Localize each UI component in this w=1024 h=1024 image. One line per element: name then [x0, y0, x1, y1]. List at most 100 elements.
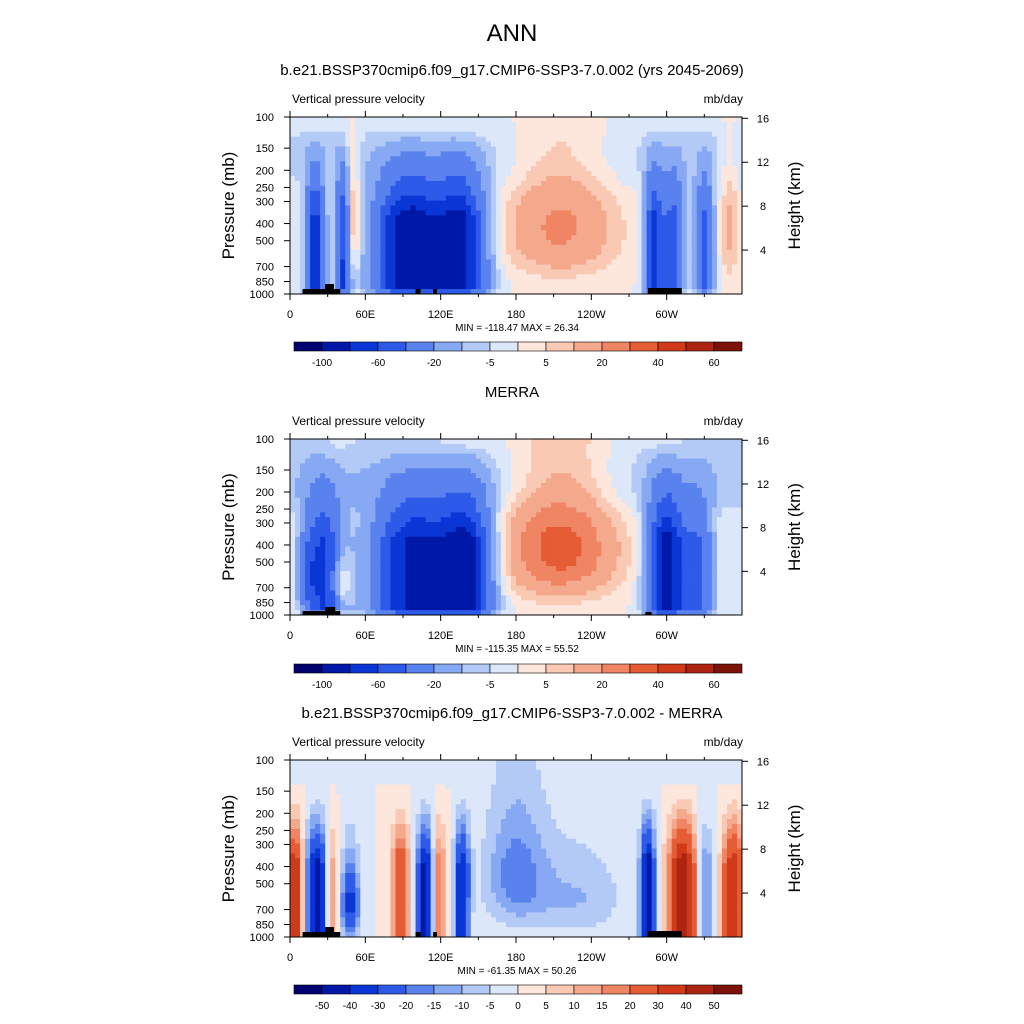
heatmap-cell: [290, 161, 296, 167]
heatmap-cell: [300, 487, 306, 494]
heatmap-cell: [350, 522, 356, 528]
heatmap-cell: [611, 453, 617, 459]
heatmap-cell: [380, 487, 386, 494]
heatmap-cell: [390, 473, 396, 479]
heatmap-cell: [465, 195, 472, 201]
heatmap-cell: [350, 171, 356, 177]
heatmap-cell: [495, 146, 502, 152]
heatmap-cell: [701, 473, 708, 479]
heatmap-cell: [606, 166, 612, 172]
heatmap-cell: [435, 171, 442, 177]
heatmap-cell: [425, 443, 432, 450]
heatmap-cell: [455, 225, 462, 231]
heatmap-cell: [425, 473, 432, 479]
heatmap-cell: [706, 264, 713, 270]
heatmap-cell: [646, 473, 652, 479]
heatmap-cell: [295, 527, 301, 533]
heatmap-cell: [606, 117, 612, 123]
heatmap-cell: [420, 468, 426, 474]
heatmap-cell: [400, 146, 406, 152]
heatmap-cell: [586, 205, 592, 211]
heatmap-cell: [691, 507, 698, 513]
heatmap-cell: [731, 190, 738, 197]
heatmap-cell: [736, 512, 743, 518]
heatmap-cell: [475, 166, 482, 172]
heatmap-cell: [696, 512, 703, 518]
heatmap-cell: [661, 210, 668, 216]
heatmap-cell: [726, 126, 733, 133]
heatmap-cell: [581, 512, 587, 518]
heatmap-cell: [691, 151, 698, 157]
heatmap-cell: [490, 176, 497, 182]
heatmap-cell: [335, 176, 341, 182]
heatmap-cell: [696, 230, 703, 236]
heatmap-cell: [445, 487, 452, 494]
heatmap-cell: [531, 478, 537, 484]
heatmap-cell: [340, 200, 346, 206]
heatmap-cell: [465, 126, 472, 133]
heatmap-cell: [561, 131, 567, 138]
heatmap-cell: [470, 492, 477, 499]
heatmap-cell: [716, 468, 723, 474]
heatmap-cell: [736, 249, 743, 256]
heatmap-cell: [395, 190, 401, 197]
heatmap-cell: [686, 254, 693, 260]
heatmap-cell: [636, 264, 642, 270]
heatmap-cell: [646, 161, 652, 167]
heatmap-cell: [340, 117, 346, 123]
heatmap-cell: [596, 443, 602, 450]
heatmap-cell: [410, 195, 416, 201]
heatmap-cell: [420, 463, 426, 469]
heatmap-cell: [490, 249, 497, 256]
heatmap-cell: [606, 244, 612, 251]
heatmap-cell: [571, 156, 577, 162]
heatmap-cell: [591, 443, 597, 450]
x-tick-label: 120W: [577, 309, 606, 321]
heatmap-cell: [616, 146, 622, 152]
heatmap-cell: [626, 136, 632, 142]
heatmap-cell: [490, 239, 497, 246]
heatmap-cell: [435, 146, 442, 152]
heatmap-cell: [676, 458, 683, 464]
heatmap-cell: [701, 126, 708, 133]
heatmap-cell: [310, 443, 316, 450]
heatmap-cell: [591, 244, 597, 251]
colorbar-box: [433, 341, 463, 352]
heatmap-cell: [686, 289, 693, 295]
heatmap-cell: [440, 269, 447, 275]
heatmap-cell: [400, 468, 406, 474]
heatmap-cell: [556, 230, 562, 236]
heatmap-cell: [305, 254, 311, 260]
heatmap-cell: [505, 279, 512, 285]
heatmap-cell: [345, 517, 351, 523]
heatmap-cell: [641, 254, 647, 260]
colorbar-box: [657, 341, 687, 352]
heatmap-cell: [641, 487, 647, 494]
heatmap-cell: [556, 517, 562, 523]
heatmap-cell: [450, 176, 457, 182]
heatmap-cell: [345, 443, 351, 450]
heatmap-cell: [626, 239, 632, 246]
heatmap-cell: [505, 146, 512, 152]
heatmap-cell: [500, 439, 507, 445]
heatmap-cell: [410, 131, 416, 138]
heatmap-cell: [611, 200, 617, 206]
heatmap-cell: [370, 492, 376, 499]
heatmap-cell: [686, 205, 693, 211]
heatmap-cell: [661, 220, 668, 226]
heatmap-cell: [465, 522, 472, 528]
heatmap-cell: [350, 126, 356, 133]
heatmap-cell: [480, 210, 487, 216]
heatmap-cell: [385, 527, 391, 533]
heatmap-cell: [601, 131, 607, 138]
heatmap-cell: [616, 235, 622, 241]
heatmap-cell: [450, 443, 457, 450]
heatmap-cell: [516, 274, 522, 280]
heatmap-cell: [490, 497, 497, 503]
heatmap-cell: [325, 205, 331, 211]
heatmap-cell: [726, 185, 733, 192]
heatmap-cell: [320, 453, 326, 459]
heatmap-cell: [370, 121, 376, 128]
heatmap-cell: [601, 244, 607, 251]
heatmap-cell: [345, 146, 351, 152]
